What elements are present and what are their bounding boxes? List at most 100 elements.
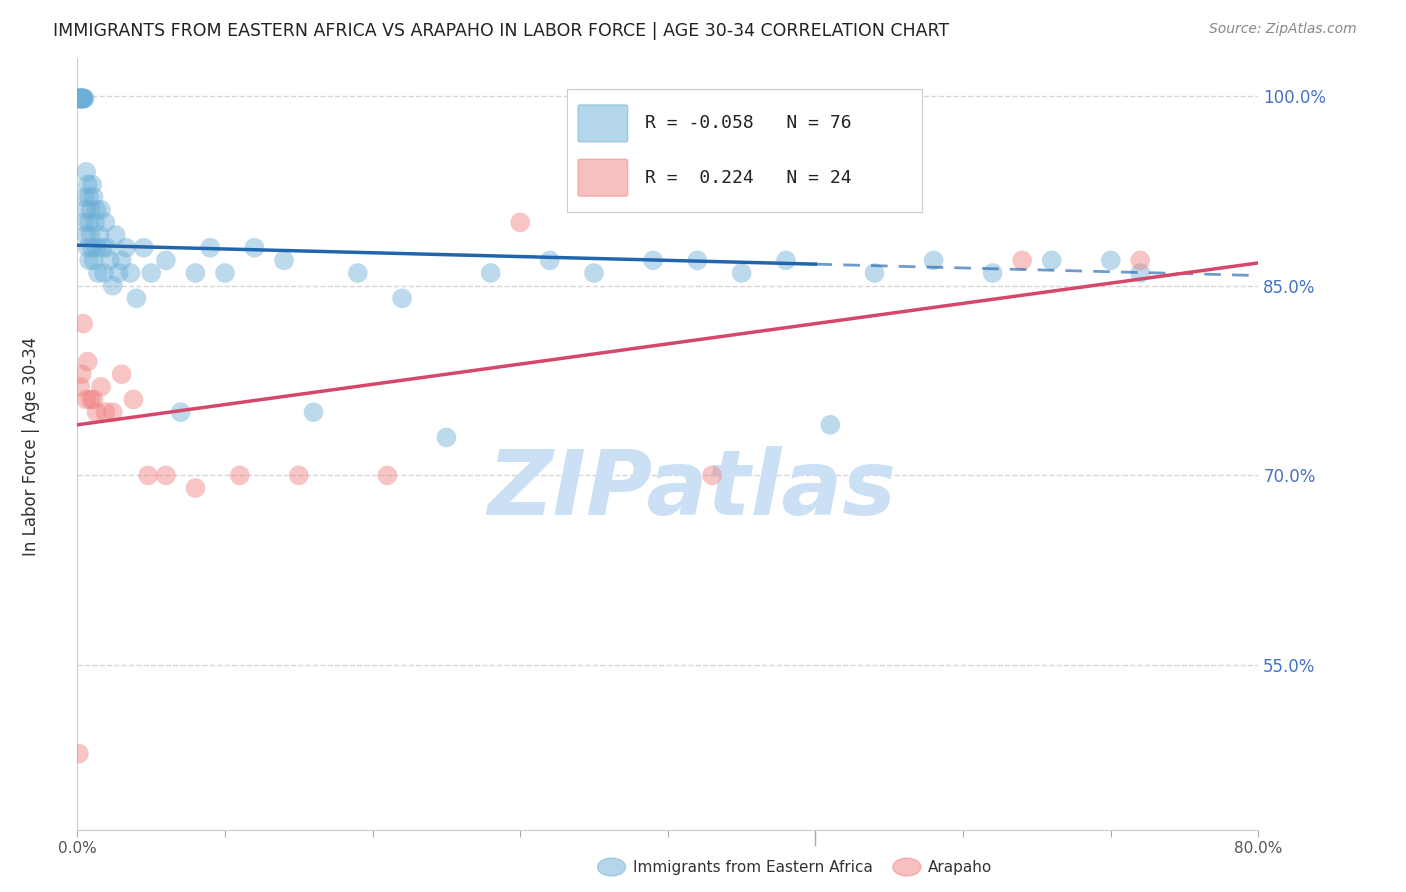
Point xyxy=(94,215,117,229)
Point xyxy=(77,215,100,229)
Point xyxy=(98,253,121,268)
Point xyxy=(72,317,94,331)
Point xyxy=(93,266,115,280)
Point xyxy=(686,253,709,268)
Point xyxy=(69,91,91,105)
Point xyxy=(94,405,117,419)
Point xyxy=(184,266,207,280)
Point xyxy=(67,91,90,105)
Point xyxy=(302,405,325,419)
Point xyxy=(67,91,90,105)
Point xyxy=(702,468,724,483)
Point xyxy=(643,253,665,268)
Point xyxy=(228,468,252,483)
Point xyxy=(69,91,91,105)
Point xyxy=(72,91,94,105)
Point xyxy=(69,91,91,105)
Point xyxy=(75,202,97,217)
Point xyxy=(391,291,413,305)
Point xyxy=(72,91,94,105)
Point xyxy=(73,91,96,105)
Point xyxy=(82,241,104,255)
Point xyxy=(73,190,96,204)
Point xyxy=(79,202,101,217)
Point xyxy=(75,392,97,407)
Point xyxy=(76,241,98,255)
Point xyxy=(214,266,236,280)
Point xyxy=(122,392,145,407)
Point xyxy=(1011,253,1033,268)
Point xyxy=(155,468,177,483)
Point xyxy=(200,241,222,255)
Point xyxy=(101,405,124,419)
Point xyxy=(1129,266,1152,280)
Point xyxy=(70,91,93,105)
Point xyxy=(83,253,105,268)
Point xyxy=(75,165,97,179)
Point xyxy=(141,266,163,280)
Point xyxy=(70,91,93,105)
Point xyxy=(86,241,108,255)
Point xyxy=(509,215,531,229)
Text: Immigrants from Eastern Africa: Immigrants from Eastern Africa xyxy=(633,860,873,874)
Point xyxy=(89,228,111,243)
Point xyxy=(69,91,91,105)
Point xyxy=(67,747,90,761)
Point xyxy=(104,228,127,243)
Point xyxy=(243,241,266,255)
Point xyxy=(101,278,124,293)
Text: In Labor Force | Age 30-34: In Labor Force | Age 30-34 xyxy=(22,336,39,556)
Point xyxy=(1099,253,1122,268)
Point xyxy=(96,241,118,255)
Point xyxy=(86,405,108,419)
Point xyxy=(981,266,1004,280)
Point xyxy=(83,190,105,204)
Point xyxy=(76,354,98,368)
Point xyxy=(84,215,107,229)
Point xyxy=(111,368,132,382)
Point xyxy=(170,405,193,419)
Point xyxy=(288,468,311,483)
Point xyxy=(87,266,110,280)
Point xyxy=(731,266,754,280)
Point xyxy=(120,266,142,280)
Point xyxy=(90,380,112,394)
Point xyxy=(538,253,561,268)
Point xyxy=(775,253,797,268)
Point xyxy=(273,253,295,268)
Point xyxy=(377,468,399,483)
Point xyxy=(1040,253,1063,268)
Point xyxy=(77,253,100,268)
Point xyxy=(70,91,93,105)
Point xyxy=(155,253,177,268)
Point xyxy=(72,91,94,105)
Point xyxy=(436,430,458,444)
Point xyxy=(79,228,101,243)
Point xyxy=(86,202,108,217)
Point xyxy=(76,178,98,192)
Text: IMMIGRANTS FROM EASTERN AFRICA VS ARAPAHO IN LABOR FORCE | AGE 30-34 CORRELATION: IMMIGRANTS FROM EASTERN AFRICA VS ARAPAH… xyxy=(53,22,949,40)
Point xyxy=(70,91,93,105)
Point xyxy=(583,266,606,280)
Point xyxy=(75,228,97,243)
Point xyxy=(90,202,112,217)
Point xyxy=(69,380,91,394)
Point xyxy=(136,468,159,483)
Point xyxy=(863,266,886,280)
Point xyxy=(346,266,368,280)
Point xyxy=(111,253,132,268)
Point xyxy=(820,417,842,432)
Point xyxy=(79,392,101,407)
Point xyxy=(922,253,945,268)
Point xyxy=(184,481,207,495)
Point xyxy=(67,91,90,105)
Point xyxy=(83,392,105,407)
Text: Source: ZipAtlas.com: Source: ZipAtlas.com xyxy=(1209,22,1357,37)
Point xyxy=(82,178,104,192)
Text: ZIPatlas: ZIPatlas xyxy=(486,446,896,534)
Point xyxy=(115,241,138,255)
Point xyxy=(70,368,93,382)
Point xyxy=(77,190,100,204)
Point xyxy=(1129,253,1152,268)
Point xyxy=(132,241,155,255)
